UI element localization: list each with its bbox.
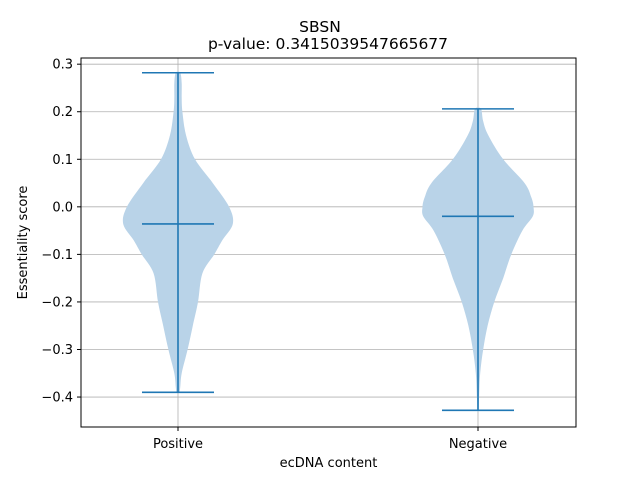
chart-subtitle: p-value: 0.3415039547665677 — [208, 35, 448, 53]
y-tick-label: 0.1 — [52, 153, 73, 168]
x-axis-label: ecDNA content — [280, 456, 378, 471]
violins — [122, 71, 534, 413]
y-tick-label: −0.4 — [41, 391, 73, 406]
axes: 0.3 0.2 0.1 0.0 −0.1 −0.2 −0.3 −0.4 Positive Nega… — [41, 58, 507, 452]
y-tick-label: −0.2 — [41, 295, 73, 310]
y-tick-label: −0.3 — [41, 343, 73, 358]
x-tick-label-positive: Positive — [153, 437, 203, 452]
chart-title: SBSN — [299, 18, 341, 36]
y-tick-label: 0.3 — [52, 58, 73, 73]
plot-frame — [80, 57, 577, 428]
y-axis-label: Essentiality score — [16, 186, 31, 300]
y-tick-label: −0.1 — [41, 248, 73, 263]
x-tick-label-negative: Negative — [449, 437, 507, 452]
y-tick-label: 0.2 — [52, 105, 73, 120]
y-tick-label: 0.0 — [52, 200, 73, 215]
